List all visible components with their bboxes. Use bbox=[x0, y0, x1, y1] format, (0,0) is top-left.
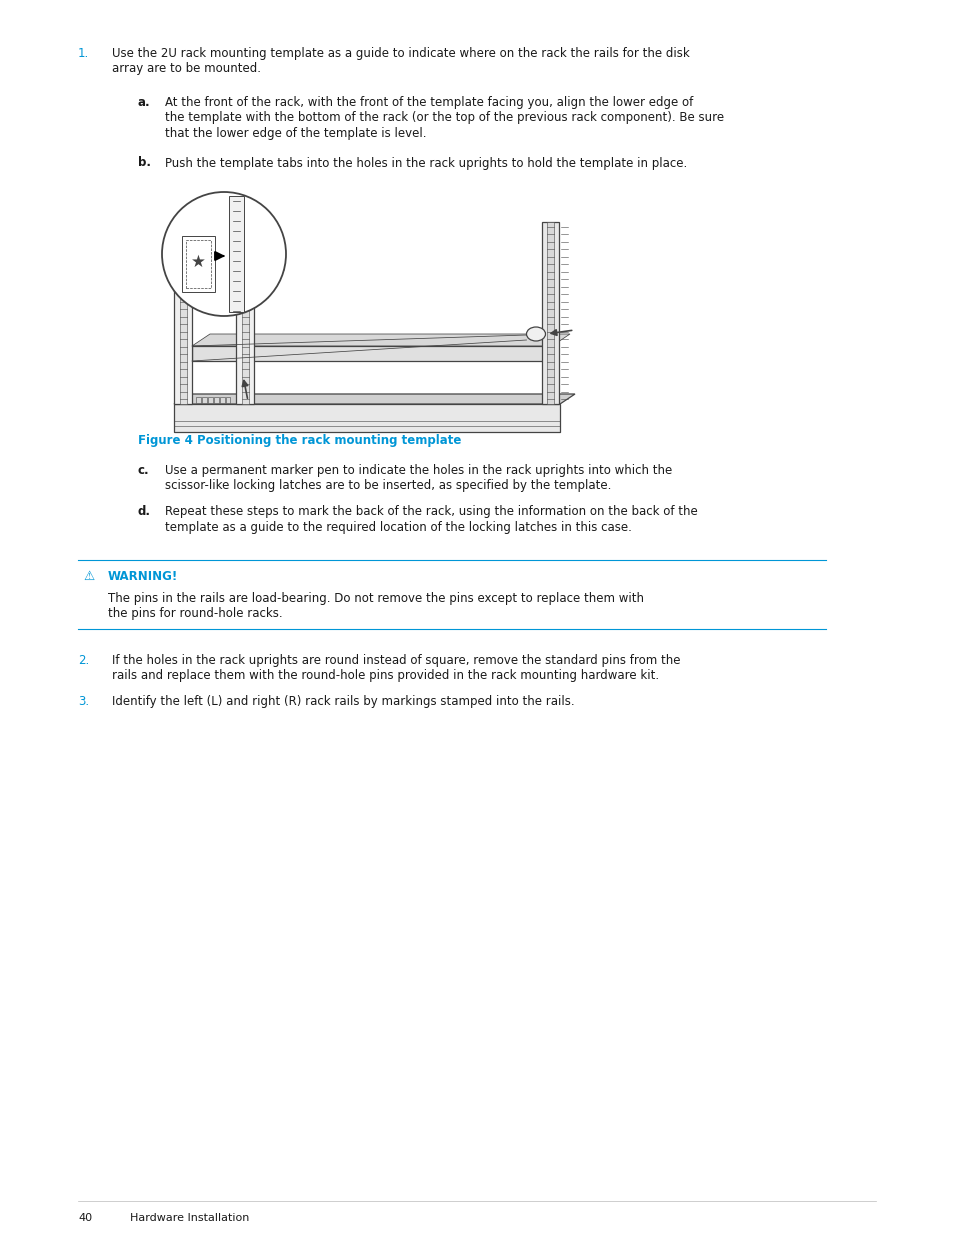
Text: array are to be mounted.: array are to be mounted. bbox=[112, 63, 261, 75]
Text: 40: 40 bbox=[78, 1213, 92, 1223]
Text: the template with the bottom of the rack (or the top of the previous rack compon: the template with the bottom of the rack… bbox=[165, 111, 723, 125]
Text: WARNING!: WARNING! bbox=[108, 571, 178, 583]
FancyBboxPatch shape bbox=[546, 222, 554, 404]
Text: Use the 2U rack mounting template as a guide to indicate where on the rack the r: Use the 2U rack mounting template as a g… bbox=[112, 47, 689, 61]
FancyBboxPatch shape bbox=[195, 396, 200, 403]
FancyBboxPatch shape bbox=[235, 222, 253, 404]
Text: d.: d. bbox=[138, 505, 151, 517]
FancyBboxPatch shape bbox=[182, 236, 214, 291]
FancyBboxPatch shape bbox=[220, 396, 224, 403]
Text: that the lower edge of the template is level.: that the lower edge of the template is l… bbox=[165, 127, 426, 140]
FancyBboxPatch shape bbox=[208, 396, 213, 403]
FancyBboxPatch shape bbox=[226, 396, 231, 403]
Circle shape bbox=[162, 191, 286, 316]
Ellipse shape bbox=[526, 327, 545, 341]
Text: 3.: 3. bbox=[78, 695, 89, 708]
FancyBboxPatch shape bbox=[173, 404, 559, 432]
Text: At the front of the rack, with the front of the template facing you, align the l: At the front of the rack, with the front… bbox=[165, 96, 693, 109]
Text: ⚠: ⚠ bbox=[83, 571, 94, 583]
Text: c.: c. bbox=[138, 464, 150, 477]
FancyBboxPatch shape bbox=[202, 396, 206, 403]
FancyBboxPatch shape bbox=[173, 222, 192, 404]
FancyBboxPatch shape bbox=[541, 222, 558, 404]
FancyBboxPatch shape bbox=[213, 396, 218, 403]
Text: If the holes in the rack uprights are round instead of square, remove the standa: If the holes in the rack uprights are ro… bbox=[112, 655, 679, 667]
Text: The pins in the rails are load-bearing. Do not remove the pins except to replace: The pins in the rails are load-bearing. … bbox=[108, 592, 643, 605]
Text: Use a permanent marker pen to indicate the holes in the rack uprights into which: Use a permanent marker pen to indicate t… bbox=[165, 464, 672, 477]
Polygon shape bbox=[192, 333, 569, 346]
Text: Hardware Installation: Hardware Installation bbox=[130, 1213, 249, 1223]
Text: Identify the left (L) and right (R) rack rails by markings stamped into the rail: Identify the left (L) and right (R) rack… bbox=[112, 695, 574, 708]
Text: ★: ★ bbox=[191, 253, 206, 270]
Polygon shape bbox=[173, 394, 575, 404]
FancyBboxPatch shape bbox=[241, 222, 248, 404]
Text: 2.: 2. bbox=[78, 655, 90, 667]
Text: b.: b. bbox=[138, 157, 151, 169]
FancyBboxPatch shape bbox=[179, 222, 186, 404]
FancyBboxPatch shape bbox=[192, 346, 552, 361]
Text: Figure 4 Positioning the rack mounting template: Figure 4 Positioning the rack mounting t… bbox=[138, 433, 461, 447]
FancyBboxPatch shape bbox=[186, 240, 211, 288]
FancyBboxPatch shape bbox=[229, 196, 244, 312]
Text: 1.: 1. bbox=[78, 47, 90, 61]
Text: Repeat these steps to mark the back of the rack, using the information on the ba: Repeat these steps to mark the back of t… bbox=[165, 505, 697, 517]
Text: the pins for round-hole racks.: the pins for round-hole racks. bbox=[108, 608, 282, 620]
Text: rails and replace them with the round-hole pins provided in the rack mounting ha: rails and replace them with the round-ho… bbox=[112, 669, 659, 683]
Text: a.: a. bbox=[138, 96, 151, 109]
Text: scissor-like locking latches are to be inserted, as specified by the template.: scissor-like locking latches are to be i… bbox=[165, 479, 611, 493]
Text: template as a guide to the required location of the locking latches in this case: template as a guide to the required loca… bbox=[165, 520, 631, 534]
Text: Push the template tabs into the holes in the rack uprights to hold the template : Push the template tabs into the holes in… bbox=[165, 157, 686, 169]
